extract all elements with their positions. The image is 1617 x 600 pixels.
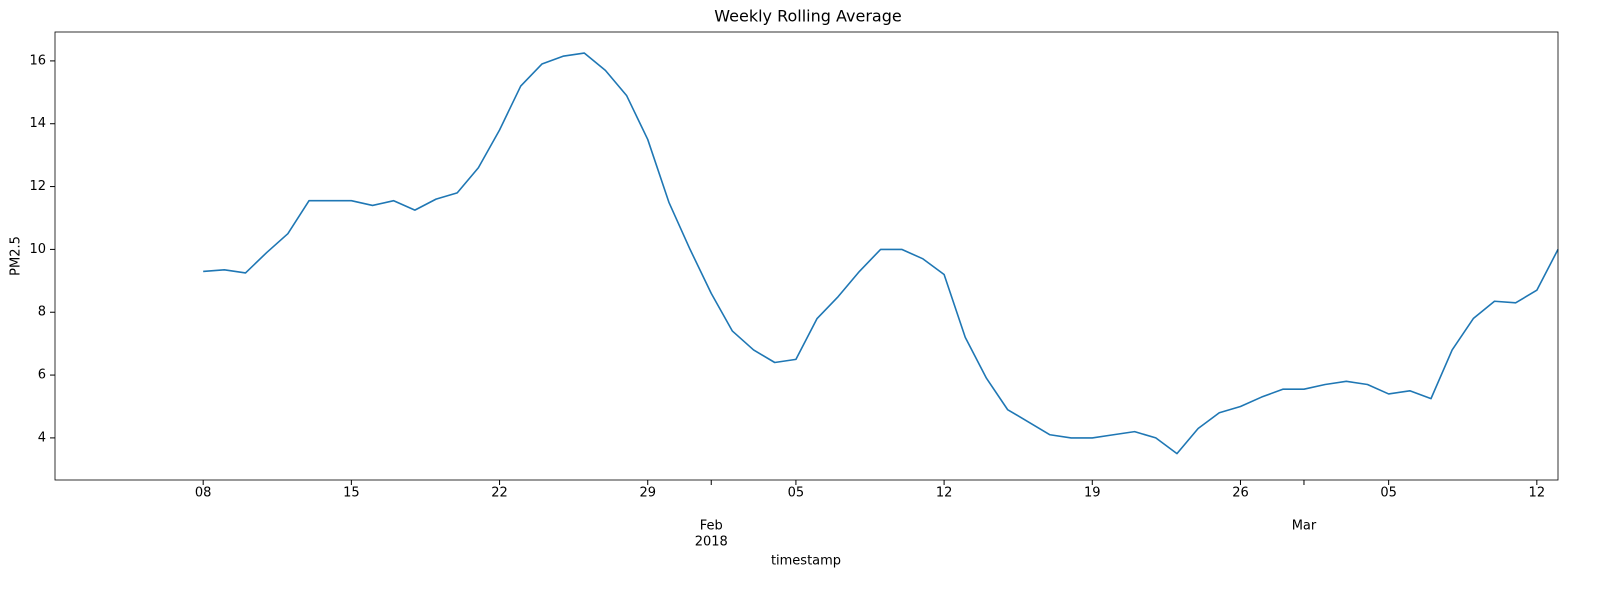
x-tick-label: 22 — [491, 486, 508, 501]
x-month-label: Mar — [1292, 519, 1317, 534]
x-tick-label: 12 — [1529, 486, 1546, 501]
y-tick-label: 12 — [29, 179, 46, 194]
x-tick-label: 29 — [639, 486, 656, 501]
y-tick-label: 14 — [29, 116, 46, 131]
x-tick-label: 12 — [936, 486, 953, 501]
x-tick-label: 08 — [195, 486, 212, 501]
y-tick-label: 8 — [38, 305, 46, 320]
y-tick-label: 4 — [38, 430, 46, 445]
x-axis-label: timestamp — [771, 554, 841, 569]
x-tick-label: 05 — [788, 486, 805, 501]
x-tick-label: 19 — [1084, 486, 1101, 501]
x-tick-label: 05 — [1380, 486, 1397, 501]
x-tick-label: 26 — [1232, 486, 1249, 501]
y-tick-label: 10 — [29, 242, 46, 257]
line-series — [203, 52, 1559, 455]
x-month-label: Feb — [700, 519, 723, 534]
chart-title: Weekly Rolling Average — [714, 7, 901, 26]
y-tick-label: 6 — [38, 368, 46, 383]
x-tick-label: 15 — [343, 486, 360, 501]
y-tick-label: 16 — [29, 53, 46, 68]
x-year-label: 2018 — [695, 535, 728, 550]
plot-frame — [54, 31, 1559, 481]
y-axis-label: PM2.5 — [9, 236, 24, 276]
